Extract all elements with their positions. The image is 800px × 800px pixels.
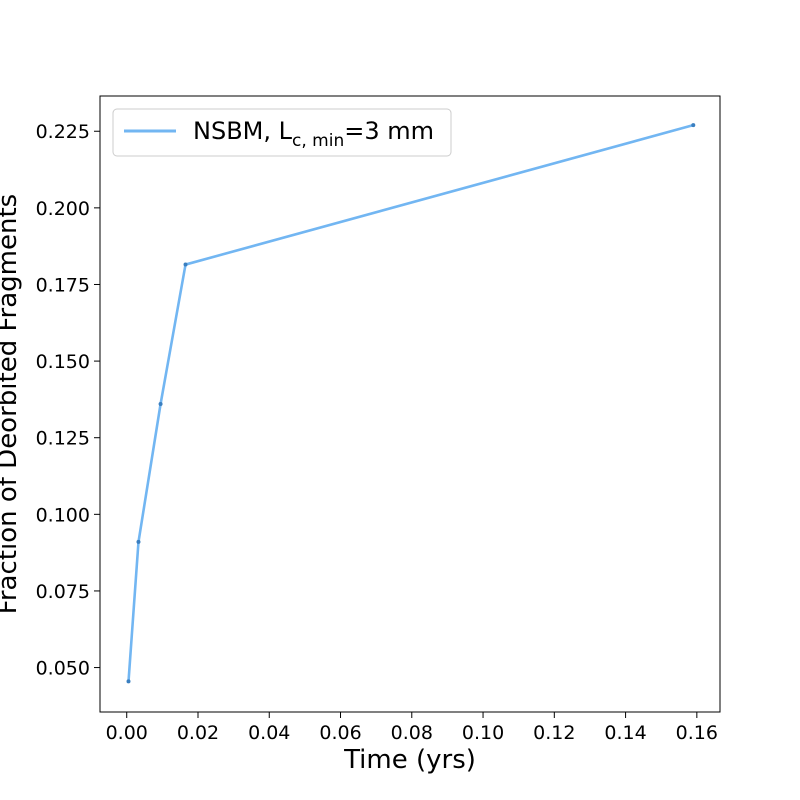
legend-suffix: =3 mm <box>344 117 434 145</box>
x-tick-label: 0.06 <box>319 722 361 744</box>
y-axis-ticks: 0.050 0.075 0.100 0.125 0.150 0.175 0.200 0.225 <box>36 121 100 680</box>
x-tick-label: 0.10 <box>462 722 504 744</box>
y-tick-label: 0.175 <box>36 274 90 296</box>
y-tick-label: 0.225 <box>36 121 90 143</box>
x-tick-label: 0.00 <box>106 722 148 744</box>
x-tick-label: 0.16 <box>676 722 718 744</box>
data-point <box>158 402 163 406</box>
data-point <box>183 262 188 267</box>
y-tick-label: 0.050 <box>36 658 90 680</box>
x-tick-label: 0.02 <box>177 722 219 744</box>
data-point <box>691 123 696 128</box>
axes-frame <box>99 95 721 713</box>
series-line <box>127 123 694 682</box>
data-point <box>126 679 131 684</box>
plot-area <box>126 123 696 684</box>
legend: NSBM, Lc, min=3 mm <box>112 108 452 157</box>
y-tick-label: 0.125 <box>36 428 90 450</box>
y-tick-label: 0.200 <box>36 198 90 220</box>
x-tick-label: 0.08 <box>391 722 433 744</box>
y-tick-label: 0.150 <box>36 351 90 373</box>
data-point <box>136 539 141 544</box>
x-axis-label: Time (yrs) <box>343 745 476 775</box>
legend-name: NSBM, L <box>193 117 293 145</box>
legend-entry-label: NSBM, Lc, min=3 mm <box>193 117 434 151</box>
legend-subscript: c, min <box>292 131 344 151</box>
x-tick-label: 0.12 <box>533 722 575 744</box>
y-tick-label: 0.100 <box>36 504 90 526</box>
x-axis-ticks: 0.00 0.02 0.04 0.06 0.08 0.10 0.12 0.14 0.16 <box>106 712 718 744</box>
y-axis-label: Fraction of Deorbited Fragments <box>0 194 23 614</box>
legend-box <box>112 108 452 157</box>
y-tick-label: 0.075 <box>36 581 90 603</box>
x-tick-label: 0.14 <box>604 722 646 744</box>
x-tick-label: 0.04 <box>248 722 290 744</box>
